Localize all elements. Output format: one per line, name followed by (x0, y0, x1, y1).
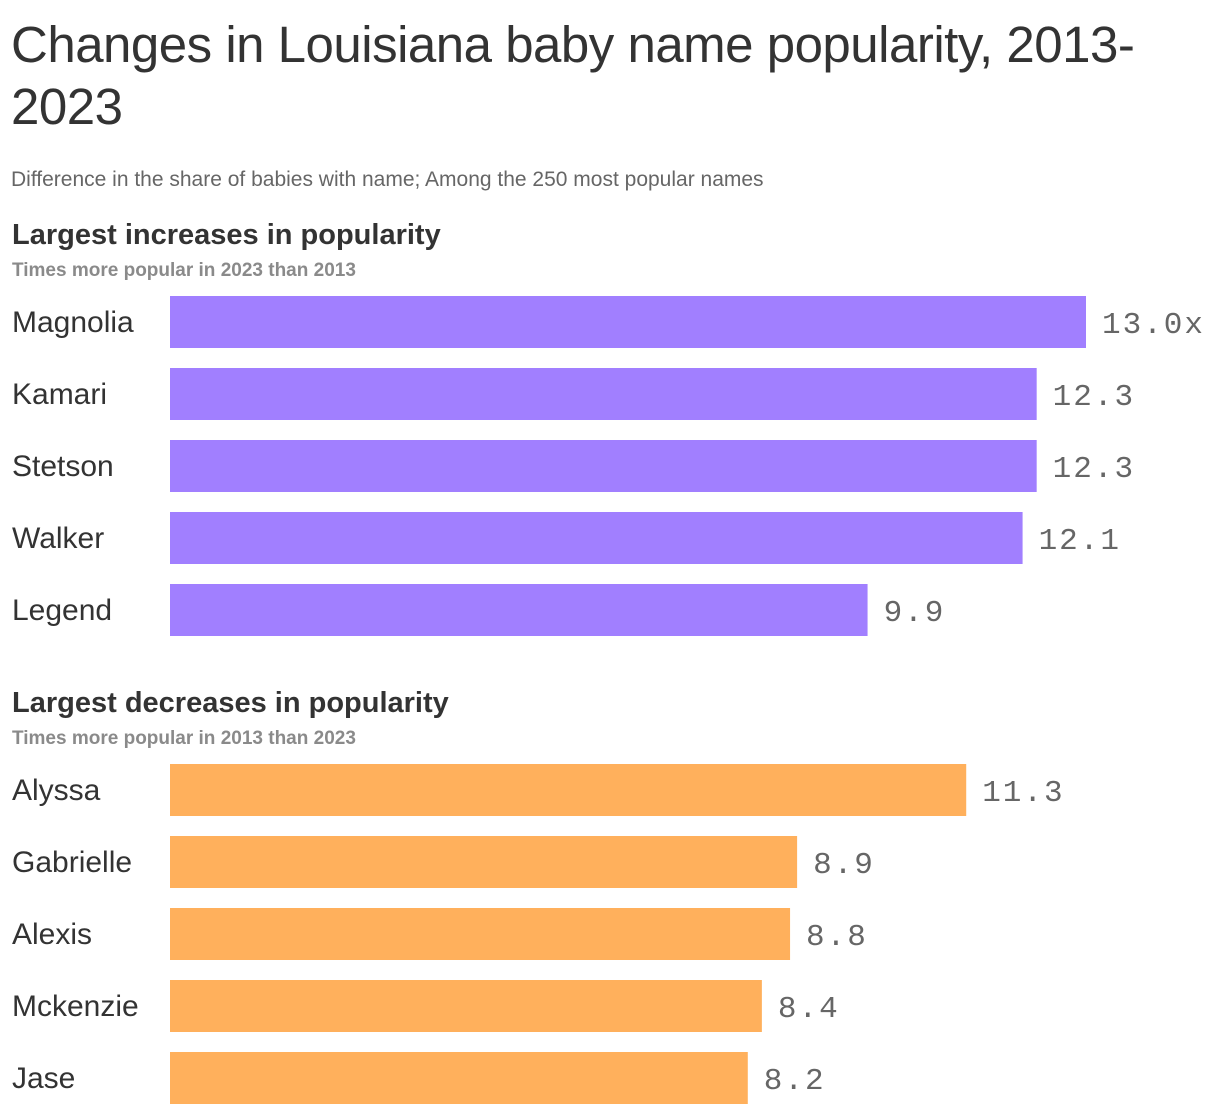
decreases-bar-chart: Alyssa 11.3 Gabrielle 8.9 Alexis 8.8 Mckenzie 8… (12, 764, 1064, 1104)
decrease-value-label-alexis: 8.8 (806, 920, 868, 955)
decreases-panel-subtitle: Times more popular in 2013 than 2023 (12, 728, 356, 749)
decrease-bar-alyssa (170, 764, 967, 816)
increase-category-label-kamari: Kamari (12, 378, 107, 411)
decrease-value-label-jase: 8.2 (764, 1064, 826, 1099)
decrease-bar-gabrielle (170, 836, 798, 888)
increase-value-label-magnolia: 13.0x (1102, 308, 1205, 343)
decrease-category-label-gabrielle: Gabrielle (12, 846, 132, 879)
increases-bar-chart: Magnolia 13.0x Kamari 12.3 Stetson 12.3 Walker… (12, 296, 1205, 636)
chart-subtitle: Difference in the share of babies with n… (11, 168, 764, 191)
increase-bar-stetson (170, 440, 1037, 492)
increase-bar-walker (170, 512, 1023, 564)
decrease-value-label-mckenzie: 8.4 (778, 992, 840, 1027)
increase-bar-magnolia (170, 296, 1086, 348)
increase-category-label-legend: Legend (12, 594, 112, 627)
increase-value-label-kamari: 12.3 (1053, 380, 1135, 415)
increase-value-label-stetson: 12.3 (1053, 452, 1135, 487)
decrease-bar-jase (170, 1052, 748, 1104)
decrease-bar-mckenzie (170, 980, 762, 1032)
increase-bar-legend (170, 584, 868, 636)
decrease-category-label-alexis: Alexis (12, 918, 92, 951)
increase-value-label-legend: 9.9 (884, 596, 946, 631)
decreases-panel-title: Largest decreases in popularity (12, 687, 449, 719)
chart-title: Changes in Louisiana baby name popularit… (11, 16, 1135, 135)
decrease-category-label-mckenzie: Mckenzie (12, 990, 139, 1023)
increase-value-label-walker: 12.1 (1039, 524, 1121, 559)
decrease-value-label-gabrielle: 8.9 (813, 848, 875, 883)
decrease-category-label-jase: Jase (12, 1062, 75, 1095)
increase-category-label-walker: Walker (12, 522, 104, 555)
increase-category-label-stetson: Stetson (12, 450, 114, 483)
decreases-panel: Largest decreases in popularity Times mo… (0, 685, 1220, 1114)
increase-bar-kamari (170, 368, 1037, 420)
decrease-value-label-alyssa: 11.3 (982, 776, 1064, 811)
increases-panel-title: Largest increases in popularity (12, 219, 441, 251)
increase-category-label-magnolia: Magnolia (12, 306, 134, 339)
increases-panel: Largest increases in popularity Times mo… (0, 217, 1220, 647)
decrease-category-label-alyssa: Alyssa (12, 774, 101, 807)
increases-panel-subtitle: Times more popular in 2023 than 2013 (12, 260, 356, 281)
decrease-bar-alexis (170, 908, 791, 960)
